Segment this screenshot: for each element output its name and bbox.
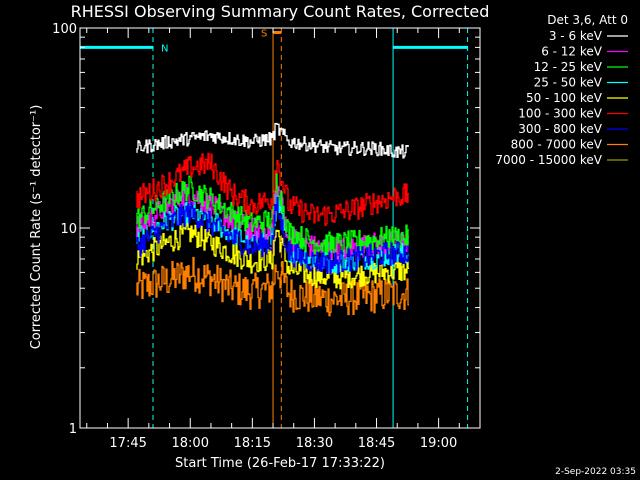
legend-label-7: 800 - 7000 keV xyxy=(511,138,603,152)
footer-date: 2-Sep-2022 03:35 xyxy=(555,467,636,477)
axes: 1 10 100 17:45 18:00 18:15 18:30 18:45 19:00 xyxy=(52,22,481,451)
series-line-2 xyxy=(136,171,409,256)
x-tick-label: 19:00 xyxy=(420,436,457,451)
series-line-6 xyxy=(136,196,409,275)
y-tick-label: 100 xyxy=(52,22,77,37)
legend-label-0: 3 - 6 keV xyxy=(549,29,603,43)
series-line-5 xyxy=(136,152,409,227)
night-marker-label: N xyxy=(161,43,168,54)
legend-label-4: 50 - 100 keV xyxy=(526,91,603,105)
saa-marker-label: S xyxy=(261,28,267,39)
legend-label-2: 12 - 25 keV xyxy=(534,60,603,74)
x-axis-label: Start Time (26-Feb-17 17:33:22) xyxy=(175,456,385,471)
legend-label-3: 25 - 50 keV xyxy=(534,76,603,90)
legend-title: Det 3,6, Att 0 xyxy=(547,13,628,27)
chart-title: RHESSI Observing Summary Count Rates, Co… xyxy=(71,2,490,21)
legend-label-1: 6 - 12 keV xyxy=(541,45,603,59)
series-line-7 xyxy=(136,256,409,317)
legend-label-5: 100 - 300 keV xyxy=(518,107,602,121)
y-axis-label: Corrected Count Rate (s⁻¹ detector⁻¹) xyxy=(29,105,44,350)
x-tick-label: 18:45 xyxy=(358,436,395,451)
x-tick-label: 18:00 xyxy=(172,436,209,451)
y-tick-label: 1 xyxy=(69,422,77,437)
x-tick-label: 18:15 xyxy=(234,436,271,451)
series-line-0 xyxy=(136,122,409,159)
x-tick-label: 17:45 xyxy=(109,436,146,451)
legend-label-8: 7000 - 15000 keV xyxy=(495,153,602,167)
series-line-4 xyxy=(136,221,409,290)
x-tick-label: 18:30 xyxy=(296,436,333,451)
plot-area: NS xyxy=(79,28,469,428)
y-tick-label: 10 xyxy=(60,222,77,237)
legend-label-6: 300 - 800 keV xyxy=(518,122,602,136)
